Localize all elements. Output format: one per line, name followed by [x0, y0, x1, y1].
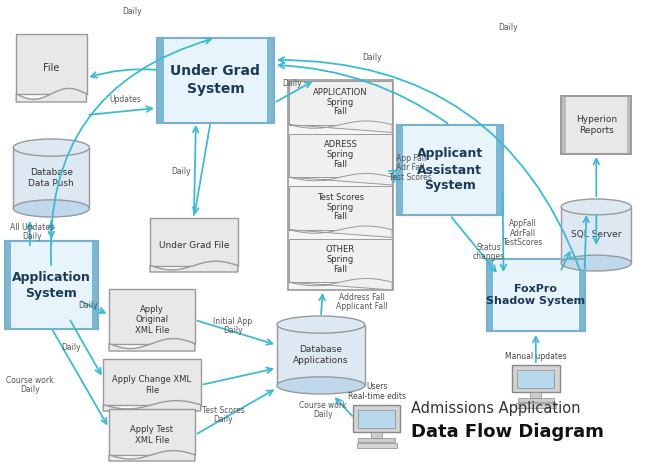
Text: Apply Test
XML File: Apply Test XML File: [131, 425, 174, 445]
FancyBboxPatch shape: [487, 259, 584, 331]
Text: Users
Real-time edits: Users Real-time edits: [348, 382, 406, 401]
Polygon shape: [289, 121, 392, 132]
Text: Under Grad
System: Under Grad System: [170, 64, 261, 96]
FancyBboxPatch shape: [561, 96, 566, 154]
Text: Apply
Original
XML File: Apply Original XML File: [135, 305, 169, 335]
FancyBboxPatch shape: [157, 37, 164, 123]
FancyBboxPatch shape: [578, 259, 584, 331]
FancyBboxPatch shape: [496, 125, 502, 215]
FancyBboxPatch shape: [277, 325, 365, 385]
Text: Daily: Daily: [362, 54, 382, 62]
Text: Manual updates: Manual updates: [505, 352, 567, 361]
Text: Initial App
Daily: Initial App Daily: [213, 317, 253, 336]
FancyBboxPatch shape: [109, 409, 195, 455]
Polygon shape: [109, 339, 195, 351]
Text: Course work
Daily: Course work Daily: [6, 376, 54, 394]
FancyBboxPatch shape: [10, 241, 92, 329]
Text: ADRESS
Spring
Fall: ADRESS Spring Fall: [324, 140, 358, 169]
Text: File: File: [43, 63, 60, 73]
Text: Daily: Daily: [282, 78, 302, 88]
FancyBboxPatch shape: [493, 259, 578, 331]
Text: Application
System: Application System: [12, 270, 91, 300]
FancyBboxPatch shape: [512, 365, 560, 391]
FancyBboxPatch shape: [397, 125, 404, 215]
Text: Daily: Daily: [172, 167, 191, 177]
FancyBboxPatch shape: [103, 359, 201, 405]
Text: Data Flow Diagram: Data Flow Diagram: [411, 423, 604, 441]
FancyBboxPatch shape: [517, 370, 554, 388]
Polygon shape: [103, 401, 201, 411]
FancyBboxPatch shape: [289, 81, 392, 124]
FancyBboxPatch shape: [5, 241, 10, 329]
FancyBboxPatch shape: [13, 148, 90, 208]
FancyBboxPatch shape: [289, 239, 392, 282]
FancyBboxPatch shape: [561, 207, 631, 263]
Text: Database
Data Push: Database Data Push: [29, 168, 74, 188]
Text: App Fall
Adr Fall
Test Scores: App Fall Adr Fall Test Scores: [389, 154, 432, 182]
Polygon shape: [109, 451, 195, 461]
FancyBboxPatch shape: [487, 259, 493, 331]
Text: Course work
Daily: Course work Daily: [299, 401, 346, 419]
Polygon shape: [289, 226, 392, 238]
Text: Daily: Daily: [79, 302, 98, 310]
Ellipse shape: [277, 316, 365, 333]
Ellipse shape: [13, 139, 90, 156]
FancyBboxPatch shape: [157, 37, 274, 123]
FancyBboxPatch shape: [357, 443, 396, 448]
Text: OTHER
Spring
Fall: OTHER Spring Fall: [326, 246, 355, 274]
FancyBboxPatch shape: [150, 218, 238, 266]
FancyBboxPatch shape: [353, 405, 400, 432]
FancyBboxPatch shape: [92, 241, 98, 329]
FancyBboxPatch shape: [397, 125, 502, 215]
Text: Test Scores
Spring
Fall: Test Scores Spring Fall: [317, 193, 364, 221]
FancyBboxPatch shape: [5, 241, 98, 329]
Ellipse shape: [561, 199, 631, 215]
Text: Address Fall
Applicant Fall: Address Fall Applicant Fall: [336, 293, 388, 311]
Text: AppFall
AdrFall
TestScores: AppFall AdrFall TestScores: [503, 219, 543, 247]
FancyBboxPatch shape: [561, 96, 631, 154]
Text: APPLICATION
Spring
Fall: APPLICATION Spring Fall: [313, 88, 368, 116]
Ellipse shape: [277, 377, 365, 394]
Text: Daily: Daily: [123, 7, 142, 16]
FancyBboxPatch shape: [289, 186, 392, 230]
Polygon shape: [289, 173, 392, 185]
FancyBboxPatch shape: [627, 96, 631, 154]
FancyBboxPatch shape: [530, 391, 541, 398]
Text: FoxPro
Shadow System: FoxPro Shadow System: [486, 284, 585, 306]
Text: Daily: Daily: [61, 343, 81, 352]
FancyBboxPatch shape: [517, 398, 554, 402]
FancyBboxPatch shape: [267, 37, 274, 123]
Text: Applicant
Assistant
System: Applicant Assistant System: [417, 148, 483, 192]
Ellipse shape: [13, 200, 90, 217]
FancyBboxPatch shape: [358, 438, 395, 442]
Text: Test Scores
Daily: Test Scores Daily: [202, 405, 244, 425]
FancyBboxPatch shape: [404, 125, 496, 215]
Text: Updates: Updates: [110, 96, 142, 104]
Text: Under Grad File: Under Grad File: [159, 240, 229, 249]
Text: Database
Applications: Database Applications: [293, 345, 348, 365]
Text: Hyperion
Reports: Hyperion Reports: [576, 115, 617, 135]
FancyBboxPatch shape: [16, 34, 86, 94]
FancyBboxPatch shape: [289, 133, 392, 177]
FancyBboxPatch shape: [371, 432, 382, 438]
Polygon shape: [289, 279, 392, 290]
FancyBboxPatch shape: [358, 410, 395, 428]
Polygon shape: [150, 261, 238, 272]
Polygon shape: [16, 89, 86, 102]
Ellipse shape: [561, 255, 631, 271]
Text: SQL Server: SQL Server: [571, 231, 621, 240]
Text: Apply Change XML
File: Apply Change XML File: [112, 375, 192, 395]
Text: All Updates
Daily: All Updates Daily: [10, 223, 54, 241]
FancyBboxPatch shape: [109, 289, 195, 343]
FancyBboxPatch shape: [515, 403, 556, 408]
FancyBboxPatch shape: [288, 80, 393, 290]
Text: Daily: Daily: [499, 23, 518, 33]
Text: Admissions Application: Admissions Application: [411, 400, 580, 416]
Text: Status
changes: Status changes: [473, 243, 505, 261]
FancyBboxPatch shape: [164, 37, 267, 123]
